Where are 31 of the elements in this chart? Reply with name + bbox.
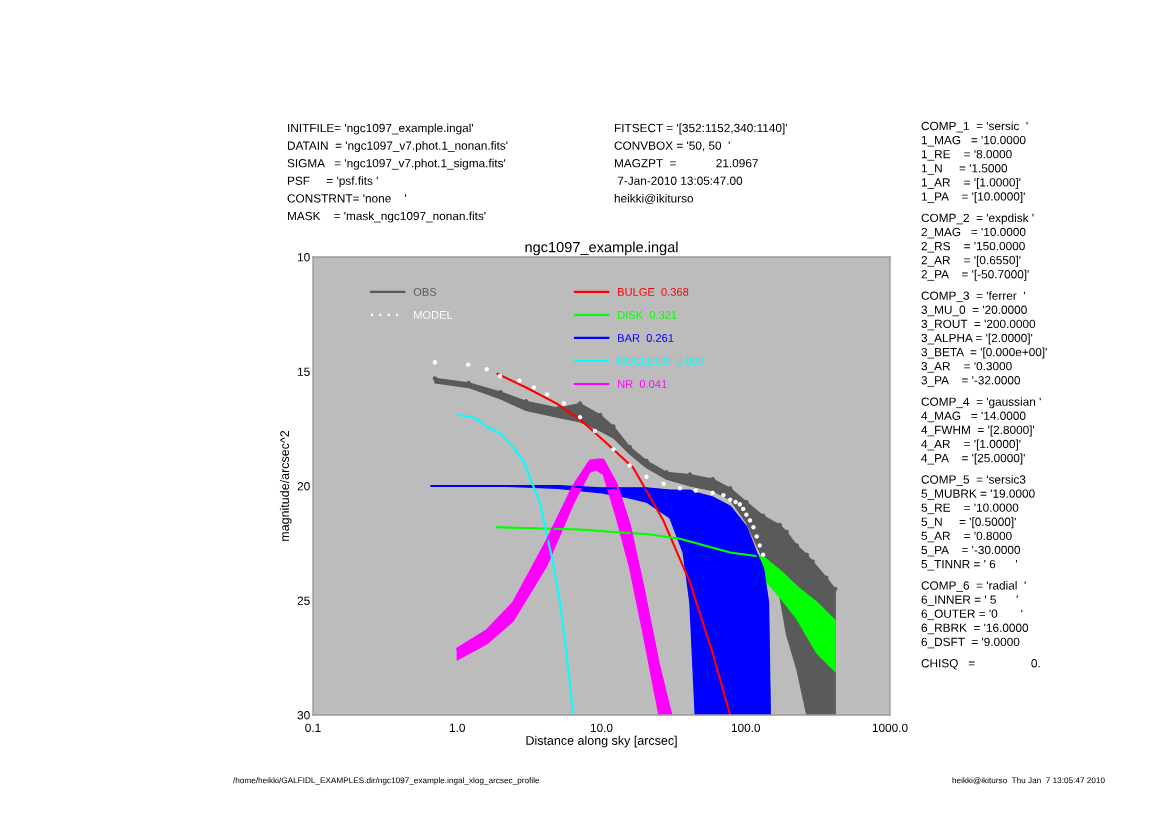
x-axis-title: Distance along sky [arcsec] [526, 735, 677, 748]
y-tick-label: 20 [297, 482, 310, 491]
legend-label: NR 0.041 [618, 380, 667, 388]
legend-label: OBS [413, 287, 437, 296]
text: COMP_3 = 'ferrer ' 3_MU_0 = '20.0000 3_ROUT = '200.0000 3_ALPHA = '[2.0000]' 3_BETA = '[0.000e+00]' 3_AR = '0.3000 3_PA = '-32.0000 [921, 291, 1047, 387]
text: /home/heikki/GALFIDL_EXAMPLES.dir/ngc1097_example.ingal_xlog_arcsec_profile [233, 777, 540, 785]
text: COMP_4 = 'gaussian ' 4_MAG = '14.0000 4_FWHM = '[2.8000]' 4_AR = '[1.0000]' 4_PA = '[25.0000]' [921, 397, 1041, 465]
y-tick-label: 15 [297, 367, 310, 376]
x-tick-label: 0.1 [305, 723, 321, 732]
text: COMP_6 = 'radial ' 6_INNER = ' 5 ' 6_OUTER = '0 ' 6_RBRK = '16.0000 6_DSFT = '9.0000 [921, 581, 1029, 649]
y-tick-label: 10 [297, 253, 310, 262]
chart-title: ngc1097_example.ingal [525, 241, 678, 256]
legend-label: BULGE 0.368 [618, 287, 689, 296]
text: COMP_2 = 'expdisk ' 2_MAG = '10.0000 2_RS = '150.0000 2_AR = '[0.6550]' 2_PA = '[-50.7000]' [921, 213, 1034, 281]
legend-label: MODEL [414, 311, 453, 319]
x-tick-label: 100.0 [731, 723, 761, 732]
text: COMP_5 = 'sersic3 5_MUBRK = '19.0000 5_RE = '10.0000 5_N = '[0.5000]' 5_AR = '0.8000 5_PA = '-30.0000 5_TINNR = ' 6 ' [921, 475, 1035, 571]
text: CHISQ = 0. [921, 659, 1040, 670]
text: FITSECT = '[352:1152,340:1140]' CONVBOX = '50, 50 ' MAGZPT = 21.0967 7-Jan-2010 13:05:47.00 heikki@ikiturso [614, 123, 787, 205]
text: COMP_1 = 'sersic ' 1_MAG = '10.0000 1_RE = '8.0000 1_N = '1.5000 1_AR = '[1.0000]' 1_PA = '[10.0000]' [921, 121, 1028, 203]
legend-label: DISK 0.321 [618, 311, 677, 319]
legend-label: BAR 0.261 [618, 334, 674, 342]
y-tick-label: 25 [297, 596, 310, 605]
text: INITFILE= 'ngc1097_example.ingal' DATAIN = 'ngc1097_v7.phot.1_nonan.fits' SIGMA = 'ngc1097_v7.phot.1_sigma.fits' PSF = 'psf.fits ' CONSTRNT= 'none ' MASK = 'mask_ngc1097_nonan.fits' [287, 123, 508, 223]
x-tick-label: 1.0 [449, 723, 465, 732]
y-tick-label: 30 [297, 711, 310, 720]
text: heikki@ikiturso Thu Jan 7 13:05:47 2010 [952, 777, 1105, 785]
y-axis-title: magnitude/arcsec^2 [279, 430, 292, 541]
legend-label: NUCLEUS 0.009 [618, 357, 704, 365]
x-tick-label: 1000.0 [872, 723, 908, 732]
x-tick-label: 10.0 [590, 723, 613, 732]
